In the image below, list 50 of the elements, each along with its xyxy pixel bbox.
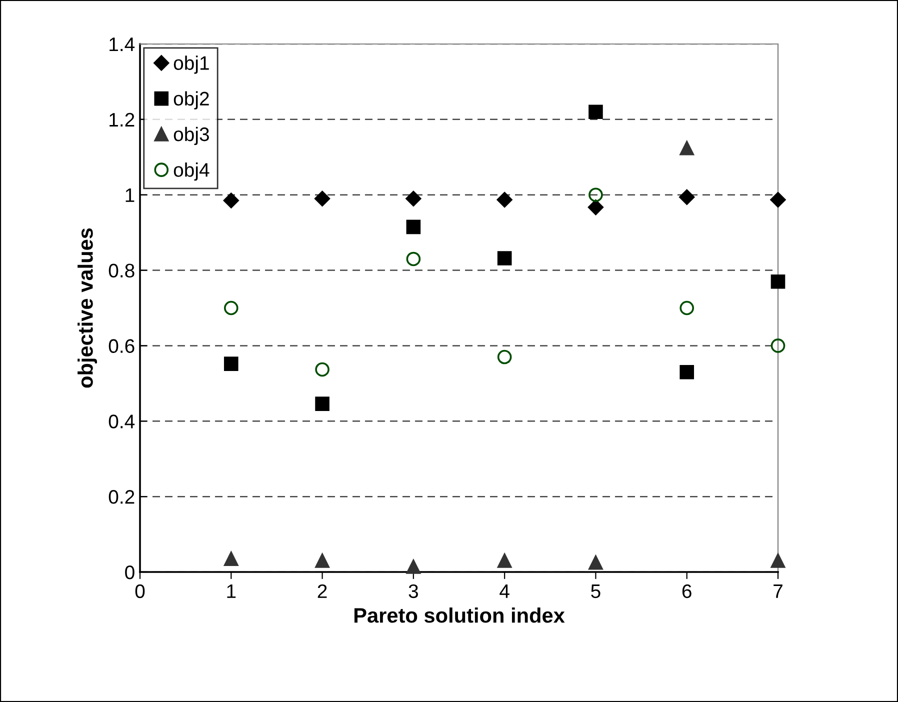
point xyxy=(406,252,421,266)
y-tick-label: 0.4 xyxy=(108,414,135,428)
x-tick-label: 1 xyxy=(227,584,236,598)
point xyxy=(588,188,603,202)
point xyxy=(770,554,786,568)
point xyxy=(680,364,694,380)
legend-label: obj3 xyxy=(174,126,209,146)
legend-label: obj2 xyxy=(174,91,209,110)
x-tick-label: 7 xyxy=(774,584,782,598)
point xyxy=(588,200,604,216)
point xyxy=(406,190,422,206)
point xyxy=(315,362,330,377)
y-axis-title: objective values xyxy=(78,228,97,388)
point xyxy=(497,251,512,266)
point xyxy=(224,552,238,566)
point xyxy=(315,554,330,568)
point xyxy=(406,220,421,234)
x-tick-label: 6 xyxy=(682,584,692,598)
point xyxy=(223,192,239,208)
point xyxy=(497,350,512,364)
point xyxy=(406,560,421,574)
point xyxy=(770,338,786,353)
point xyxy=(770,274,786,289)
point xyxy=(588,555,603,570)
point xyxy=(496,192,512,208)
y-tick-label: 0 xyxy=(125,565,134,580)
point xyxy=(680,140,694,156)
point xyxy=(314,190,330,206)
x-tick-label: 4 xyxy=(500,584,510,598)
y-tick-label: 0.6 xyxy=(108,339,134,353)
x-tick-label: 5 xyxy=(591,584,600,598)
point xyxy=(224,356,238,371)
y-tick-label: 0.2 xyxy=(108,490,134,504)
point xyxy=(679,189,695,205)
point xyxy=(770,192,786,208)
y-tick-label: 1 xyxy=(126,188,134,202)
x-tick-label: 2 xyxy=(318,584,327,598)
point xyxy=(497,554,512,568)
point xyxy=(315,396,330,411)
x-tick-label: 3 xyxy=(408,584,418,598)
legend-label: obj4 xyxy=(174,162,210,181)
x-tick-label: 0 xyxy=(135,584,145,598)
y-tick-label: 1.2 xyxy=(110,112,134,126)
x-axis-title: Pareto solution index xyxy=(354,607,565,623)
point xyxy=(224,300,238,316)
y-tick-label: 0.8 xyxy=(108,264,134,278)
y-tick-label: 1.4 xyxy=(110,38,135,52)
point xyxy=(588,104,603,120)
point xyxy=(680,300,694,316)
legend-label: obj1 xyxy=(174,56,209,74)
